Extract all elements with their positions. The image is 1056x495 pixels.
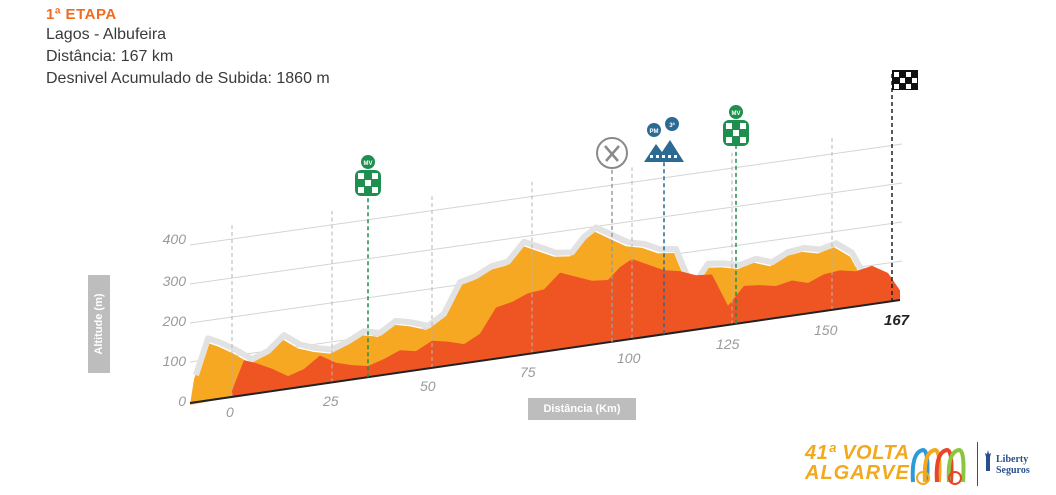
y-tick-label: 100 (162, 353, 186, 369)
finish-distance-label: 167 (884, 312, 910, 329)
checkered-flag-square (726, 123, 732, 129)
sprint-badge-label: MV (732, 111, 741, 117)
knife-fork-stroke (605, 145, 620, 162)
finish-flag-square (894, 84, 899, 89)
x-axis-label: Distância (Km) (528, 398, 636, 420)
x-tick-label: 100 (617, 350, 641, 366)
checkered-flag-square (372, 173, 378, 179)
logo-line-1: 41ª VOLTA (805, 442, 910, 464)
distance-text: Distância: 167 km (46, 48, 174, 65)
y-axis-label: Altitude (m) (93, 293, 105, 355)
x-tick-label: 0 (226, 404, 234, 420)
profile-front-area (232, 258, 900, 397)
checkered-flag-square (358, 187, 364, 193)
sprint-badge-label: MV (364, 161, 373, 167)
finish-flag-square (906, 72, 911, 77)
mountain-pattern (668, 155, 671, 158)
finish-flag-square (912, 78, 917, 83)
route-text: Lagos - Albufeira (46, 26, 167, 43)
sprint-badge-icon (729, 105, 743, 119)
sponsor-line-1: Liberty (996, 454, 1029, 465)
stage-number: 1ª ETAPA (46, 6, 117, 23)
mountain-badge-icon (647, 123, 661, 137)
altitude-gridline (189, 143, 903, 246)
x-tick-label: 50 (420, 378, 436, 394)
sponsor-line-2: Seguros (996, 465, 1030, 476)
y-tick-label: 400 (162, 231, 186, 247)
x-tick-label: 75 (520, 364, 536, 380)
y-tick-label: 200 (162, 313, 186, 329)
y-tick-label: 300 (162, 273, 186, 289)
x-tick-label: 150 (814, 322, 838, 338)
checkered-flag-square (372, 187, 378, 193)
x-tick-label: 125 (716, 336, 740, 352)
statue-of-liberty-icon (985, 450, 991, 471)
cyclists-logo-icon (910, 447, 966, 485)
sponsor-name: Liberty Seguros (996, 454, 1030, 476)
altitude-gridline (189, 182, 903, 285)
mountain-pattern (656, 155, 659, 158)
checkered-flag-square (740, 123, 746, 129)
stage-header: 1ª ETAPA Lagos - Albufeira Distância: 16… (46, 6, 330, 90)
mountain-pattern (674, 155, 677, 158)
checkered-flag-square (726, 137, 732, 143)
checkered-flag-square (740, 137, 746, 143)
race-logo: 41ª VOLTA ALGARVE Liberty Seguros (805, 440, 1045, 490)
category-badge-label: 3ª (669, 122, 675, 129)
checkered-flag-square (733, 130, 739, 136)
y-axis-label-box: Altitude (m) (88, 275, 110, 373)
mountain-pattern (650, 155, 653, 158)
logo-line-2: ALGARVE (805, 462, 910, 484)
profile-baseline (189, 299, 901, 404)
sprint-badge-icon (361, 155, 375, 169)
finish-flag-square (906, 84, 911, 89)
climb-text: Desnivel Acumulado de Subida: 1860 m (46, 70, 330, 87)
x-tick-label: 25 (323, 393, 339, 409)
checkered-flag-square (358, 173, 364, 179)
mountain-icon (644, 140, 684, 162)
sponsor-logo: Liberty Seguros (977, 442, 1040, 486)
mountain-badge-label: PM (650, 129, 659, 135)
checkered-flag-square (365, 180, 371, 186)
finish-flag-square (900, 78, 905, 83)
y-tick-label: 0 (178, 393, 186, 409)
category-badge-icon (665, 117, 679, 131)
finish-flag-square (894, 72, 899, 77)
mountain-pattern (662, 155, 665, 158)
